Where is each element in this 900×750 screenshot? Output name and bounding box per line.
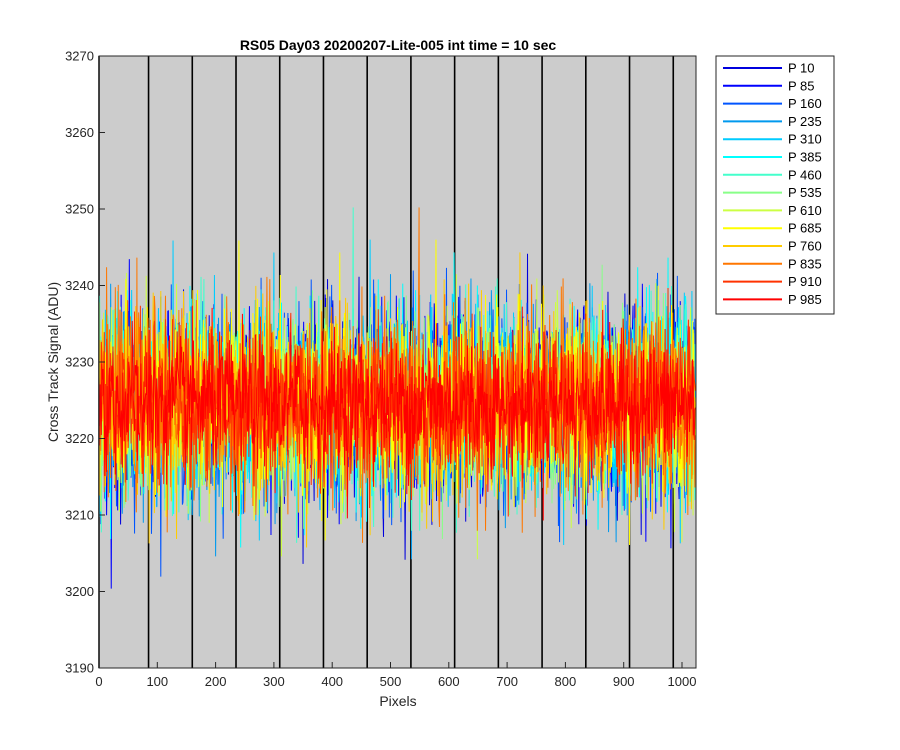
y-axis-label: Cross Track Signal (ADU) [45,282,61,442]
y-tick-label-5: 3240 [65,278,94,293]
legend-label-2: P 160 [788,96,822,111]
legend-label-6: P 460 [788,167,822,182]
y-tick-label-7: 3260 [65,125,94,140]
x-tick-label-3: 300 [263,674,285,689]
x-tick-label-0: 0 [95,674,102,689]
y-tick-label-6: 3250 [65,202,94,217]
x-tick-label-8: 800 [555,674,577,689]
x-tick-label-2: 200 [205,674,227,689]
series-line-13 [98,305,696,521]
legend: P 10 P 85 P 160 P 235 P 310 P 385 P 460 P 535 P … [715,55,835,315]
x-tick-label-7: 700 [496,674,518,689]
legend-label-4: P 310 [788,132,822,147]
x-tick-label-9: 900 [613,674,635,689]
y-axis: 3190 3200 3210 3220 3230 3240 3250 3260 3270 [65,49,105,676]
legend-label-12: P 910 [788,274,822,289]
legend-label-0: P 10 [788,61,815,76]
chart-title: RS05 Day03 20200207-Lite-005 int time = … [240,37,557,53]
x-tick-label-4: 400 [321,674,343,689]
x-tick-label-6: 600 [438,674,460,689]
legend-label-11: P 835 [788,256,822,271]
series-lines [98,207,696,589]
legend-label-5: P 385 [788,150,822,165]
y-tick-label-1: 3200 [65,584,94,599]
x-tick-label-5: 500 [380,674,402,689]
y-tick-label-3: 3220 [65,431,94,446]
x-axis-label: Pixels [379,693,416,709]
y-tick-label-8: 3270 [65,49,94,64]
x-tick-label-10: 1000 [668,674,697,689]
legend-label-9: P 685 [788,221,822,236]
legend-label-7: P 535 [788,185,822,200]
legend-label-3: P 235 [788,114,822,129]
y-tick-label-4: 3230 [65,355,94,370]
legend-label-13: P 985 [788,292,822,307]
y-tick-label-2: 3210 [65,508,94,523]
x-tick-label-1: 100 [146,674,168,689]
y-tick-label-0: 3190 [65,661,94,676]
legend-label-1: P 85 [788,78,815,93]
legend-label-8: P 610 [788,203,822,218]
legend-label-10: P 760 [788,239,822,254]
x-axis: 0 100 200 300 400 500 600 700 800 900 1000 [95,662,696,689]
legend-box [715,55,835,315]
